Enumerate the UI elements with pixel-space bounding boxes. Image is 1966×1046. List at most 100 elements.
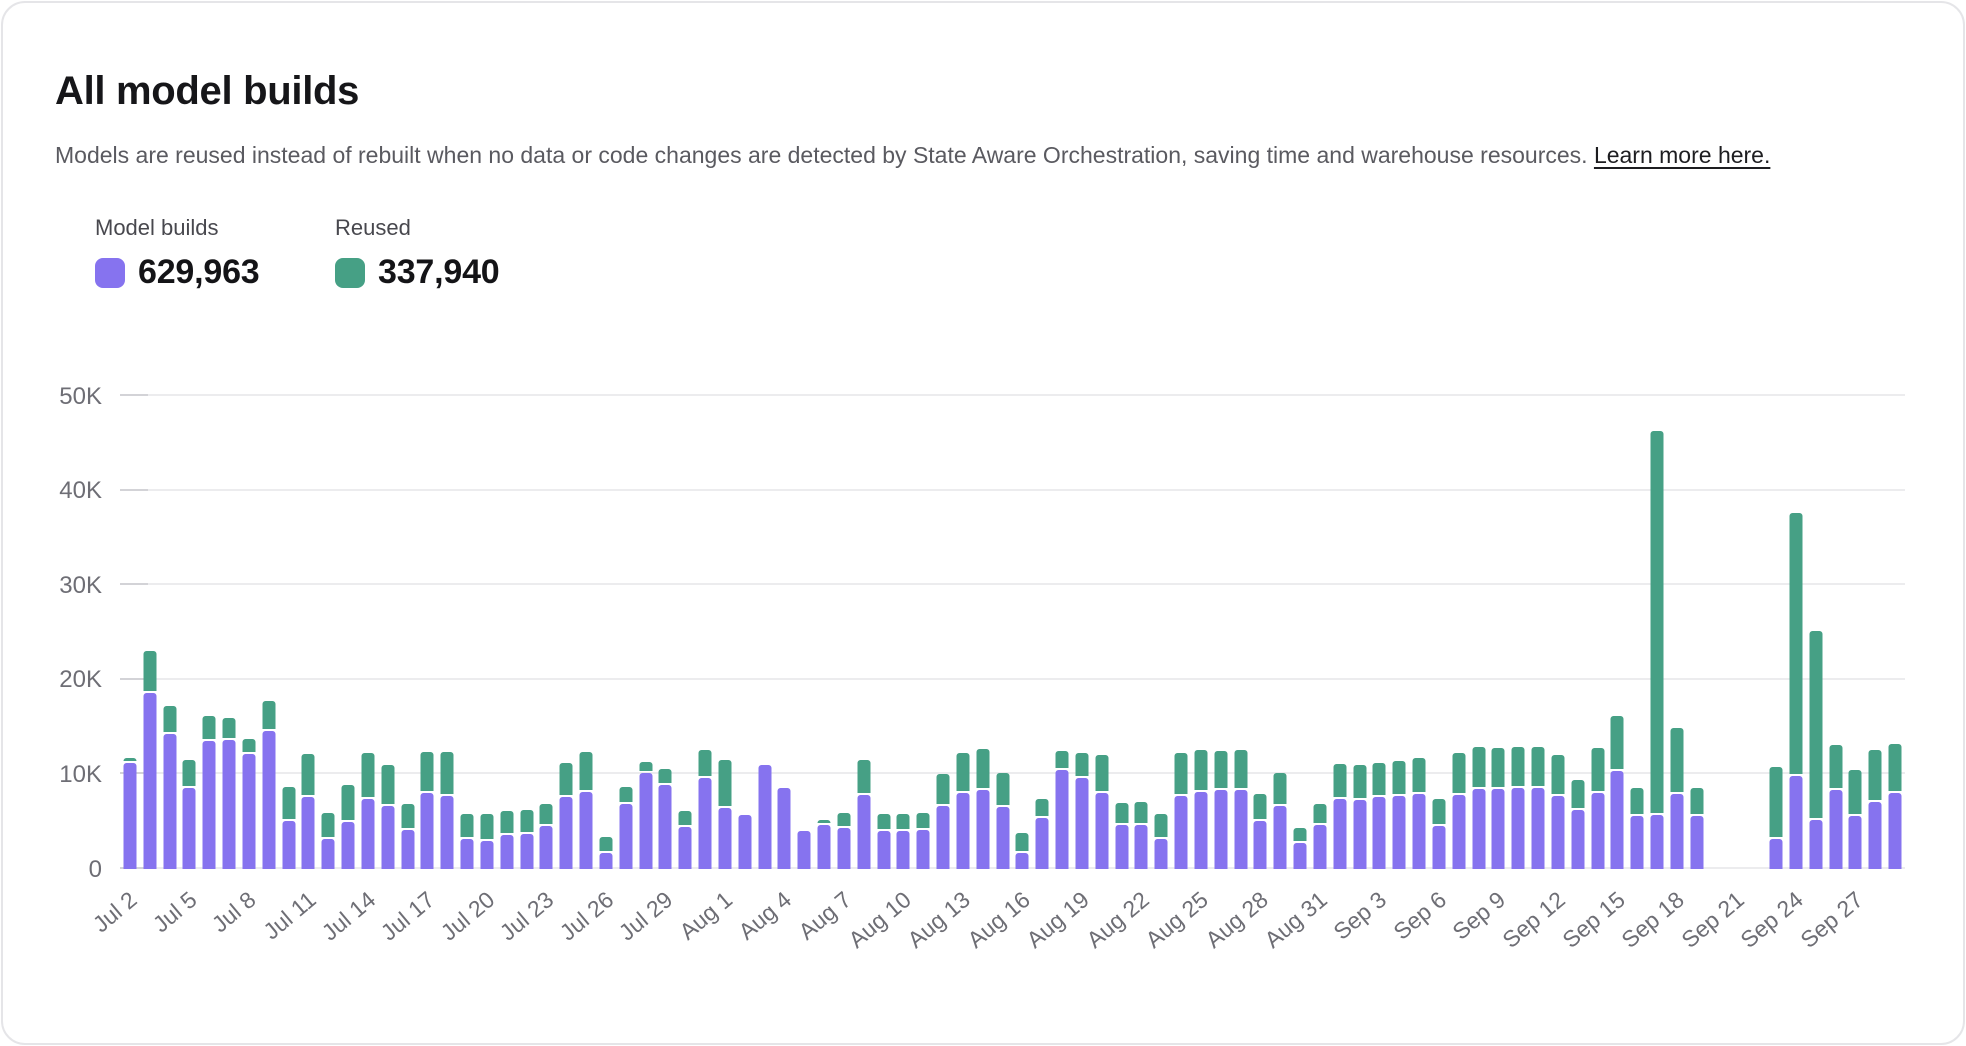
bar[interactable] (143, 396, 157, 869)
bar[interactable] (163, 396, 177, 869)
bar[interactable] (1253, 396, 1267, 869)
bar-segment-model-builds (1571, 810, 1585, 869)
x-tick-label-text: Sep 27 (1794, 886, 1868, 953)
bar[interactable] (837, 396, 851, 869)
bar[interactable] (1472, 396, 1486, 869)
bar[interactable] (1075, 396, 1089, 869)
bar[interactable] (1591, 396, 1605, 869)
bar[interactable] (460, 396, 474, 869)
bar[interactable] (1214, 396, 1228, 869)
bar[interactable] (1392, 396, 1406, 869)
bar[interactable] (996, 396, 1010, 869)
bar-segment-model-builds (1809, 819, 1823, 869)
bar[interactable] (539, 396, 553, 869)
bar[interactable] (420, 396, 434, 869)
bar[interactable] (282, 396, 296, 869)
bar[interactable] (1829, 396, 1843, 869)
bar[interactable] (936, 396, 950, 869)
bar[interactable] (222, 396, 236, 869)
bar[interactable] (658, 396, 672, 869)
bar[interactable] (1531, 396, 1545, 869)
bar[interactable] (1650, 396, 1664, 869)
bar-segment-reused (1313, 803, 1327, 823)
bar[interactable] (619, 396, 633, 869)
bar[interactable] (579, 396, 593, 869)
bar[interactable] (857, 396, 871, 869)
bar[interactable] (301, 396, 315, 869)
bar[interactable] (1610, 396, 1624, 869)
bar[interactable] (1174, 396, 1188, 869)
bar[interactable] (1194, 396, 1208, 869)
y-tick-label: 30K (59, 571, 102, 599)
bar[interactable] (1551, 396, 1565, 869)
bar[interactable] (639, 396, 653, 869)
bar[interactable] (341, 396, 355, 869)
bar[interactable] (1412, 396, 1426, 869)
bar[interactable] (1154, 396, 1168, 869)
bar[interactable] (401, 396, 415, 869)
bar[interactable] (896, 396, 910, 869)
bar[interactable] (1452, 396, 1466, 869)
bar[interactable] (758, 396, 772, 869)
bar[interactable] (1769, 396, 1783, 869)
bar[interactable] (361, 396, 375, 869)
bar[interactable] (817, 396, 831, 869)
bar[interactable] (321, 396, 335, 869)
bar[interactable] (599, 396, 613, 869)
bar[interactable] (1491, 396, 1505, 869)
bar-segment-reused (242, 739, 256, 752)
bar[interactable] (777, 396, 791, 869)
bar[interactable] (262, 396, 276, 869)
bar[interactable] (1015, 396, 1029, 869)
bar[interactable] (1333, 396, 1347, 869)
bar[interactable] (242, 396, 256, 869)
bar[interactable] (1809, 396, 1823, 869)
bar[interactable] (1571, 396, 1585, 869)
bar[interactable] (1868, 396, 1882, 869)
bar-segment-reused (1095, 755, 1109, 792)
bar[interactable] (202, 396, 216, 869)
bar-segment-model-builds (916, 830, 930, 869)
bar[interactable] (1690, 396, 1704, 869)
bar[interactable] (1511, 396, 1525, 869)
bar[interactable] (381, 396, 395, 869)
bar[interactable] (1789, 396, 1803, 869)
bar[interactable] (718, 396, 732, 869)
bar[interactable] (956, 396, 970, 869)
learn-more-link[interactable]: Learn more here. (1593, 142, 1771, 168)
bar[interactable] (1888, 396, 1902, 869)
bar[interactable] (1035, 396, 1049, 869)
bar[interactable] (480, 396, 494, 869)
bar[interactable] (440, 396, 454, 869)
bar-segment-model-builds (361, 799, 375, 869)
bar[interactable] (500, 396, 514, 869)
bar[interactable] (182, 396, 196, 869)
bar[interactable] (1313, 396, 1327, 869)
bar[interactable] (1055, 396, 1069, 869)
bar[interactable] (916, 396, 930, 869)
bar[interactable] (877, 396, 891, 869)
bar[interactable] (1095, 396, 1109, 869)
bar[interactable] (123, 396, 137, 869)
bar[interactable] (1630, 396, 1644, 869)
bar[interactable] (1273, 396, 1287, 869)
bar[interactable] (1848, 396, 1862, 869)
bar-segment-model-builds (976, 790, 990, 869)
bar[interactable] (976, 396, 990, 869)
bar[interactable] (678, 396, 692, 869)
bar[interactable] (1353, 396, 1367, 869)
bar[interactable] (1234, 396, 1248, 869)
bar[interactable] (1293, 396, 1307, 869)
bar[interactable] (1372, 396, 1386, 869)
bar[interactable] (559, 396, 573, 869)
bar[interactable] (1670, 396, 1684, 869)
bar[interactable] (1115, 396, 1129, 869)
bar[interactable] (797, 396, 811, 869)
bar[interactable] (738, 396, 752, 869)
bar[interactable] (1134, 396, 1148, 869)
bar[interactable] (1432, 396, 1446, 869)
bar[interactable] (520, 396, 534, 869)
bar[interactable] (698, 396, 712, 869)
bar-segment-model-builds (520, 834, 534, 869)
